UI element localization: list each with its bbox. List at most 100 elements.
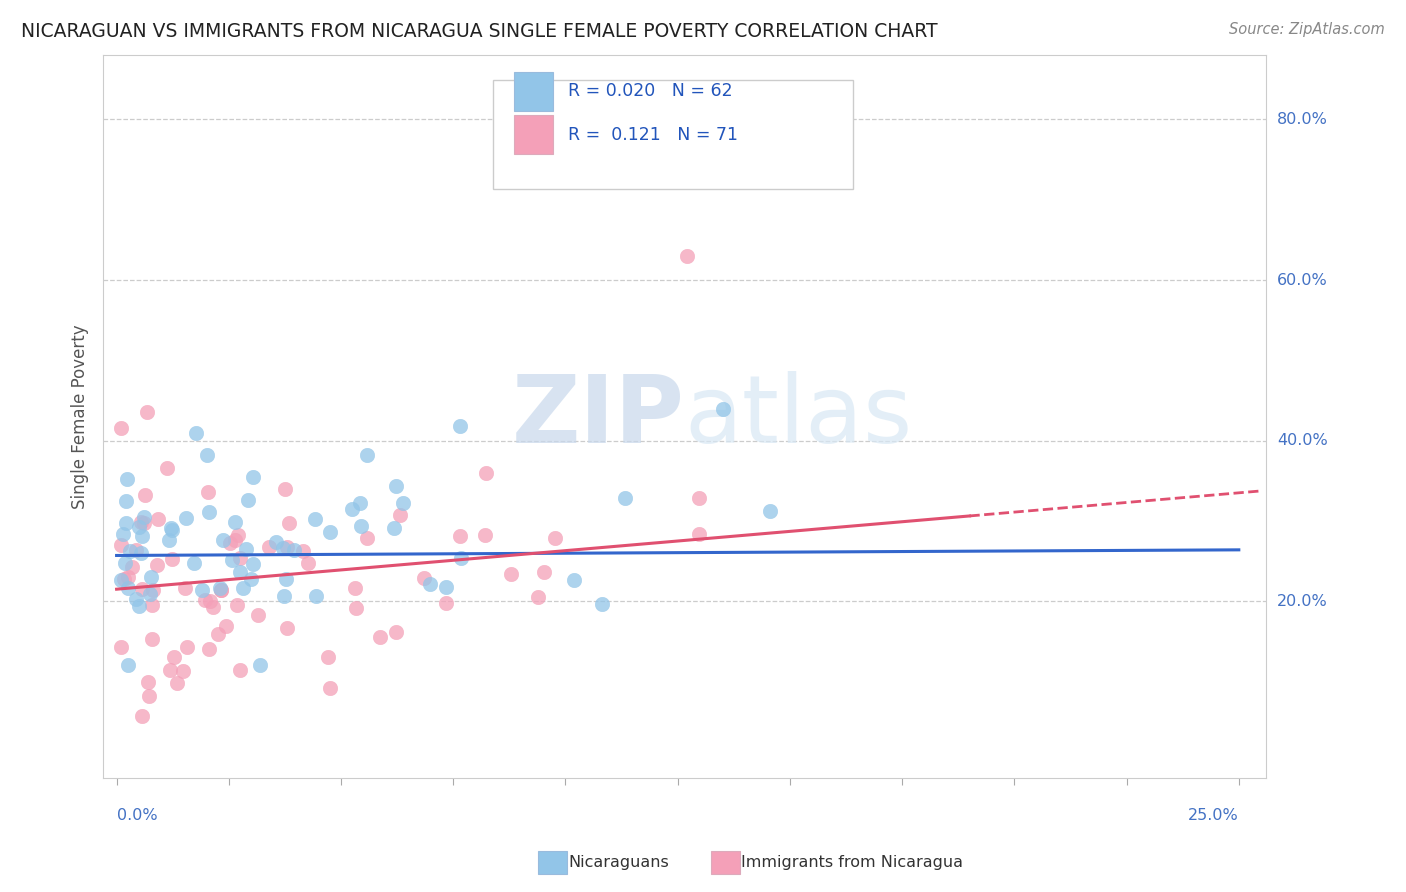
Point (368, 630, 391, 644)
Point (146, 512, 169, 526)
Point (449, 528, 471, 542)
Point (225, 599, 247, 613)
Point (166, 676, 188, 690)
Point (117, 658, 139, 673)
Point (120, 543, 142, 558)
Point (117, 570, 139, 584)
Point (200, 594, 222, 608)
Point (114, 516, 136, 530)
Point (128, 520, 150, 534)
Point (257, 540, 280, 554)
Point (419, 577, 441, 591)
Point (350, 519, 373, 533)
Point (136, 405, 159, 419)
Y-axis label: Single Female Poverty: Single Female Poverty (72, 324, 89, 508)
Point (242, 557, 264, 571)
Point (172, 664, 194, 678)
Point (128, 599, 150, 614)
Point (297, 556, 319, 570)
Text: 60.0%: 60.0% (1277, 273, 1327, 287)
Point (110, 538, 132, 552)
Point (184, 425, 207, 440)
Point (356, 449, 378, 463)
Point (276, 621, 298, 635)
Point (209, 583, 232, 598)
Point (382, 521, 405, 535)
Point (391, 496, 413, 510)
Point (232, 581, 254, 595)
Point (389, 508, 412, 523)
Text: 25.0%: 25.0% (1188, 808, 1239, 823)
Point (142, 583, 165, 598)
Point (247, 608, 270, 623)
Point (614, 491, 637, 506)
Point (209, 581, 232, 595)
Text: 0.0%: 0.0% (117, 808, 157, 823)
Text: Immigrants from Nicaragua: Immigrants from Nicaragua (741, 855, 963, 870)
Point (131, 529, 153, 543)
Point (176, 640, 198, 655)
Point (174, 510, 197, 524)
Point (110, 574, 132, 588)
Point (197, 485, 219, 500)
Text: 80.0%: 80.0% (1277, 112, 1327, 127)
Point (449, 419, 471, 434)
Point (111, 527, 134, 541)
Text: R = 0.020   N = 62: R = 0.020 N = 62 (568, 82, 733, 100)
Point (224, 533, 246, 548)
Point (229, 565, 252, 579)
Point (434, 596, 457, 610)
Point (215, 618, 238, 632)
Point (283, 543, 305, 558)
Point (132, 510, 155, 524)
Point (129, 515, 152, 529)
Point (304, 512, 326, 526)
Point (316, 649, 339, 664)
Point (356, 531, 378, 545)
Point (125, 542, 148, 557)
Point (249, 658, 271, 673)
Point (129, 546, 152, 560)
Point (305, 589, 328, 603)
Point (292, 544, 315, 558)
Point (131, 708, 153, 723)
Point (276, 540, 298, 554)
Point (235, 542, 257, 557)
Point (274, 482, 297, 496)
Point (343, 581, 366, 595)
Point (209, 582, 232, 597)
Point (114, 556, 136, 570)
Point (759, 504, 782, 518)
Point (160, 523, 183, 537)
Text: R =  0.121   N = 71: R = 0.121 N = 71 (568, 126, 738, 144)
Point (174, 581, 197, 595)
Text: 20.0%: 20.0% (1277, 594, 1327, 608)
Point (157, 533, 180, 548)
Text: ZIP: ZIP (512, 370, 685, 463)
Point (115, 493, 138, 508)
Point (271, 541, 294, 555)
Point (110, 420, 132, 434)
Point (711, 401, 734, 416)
Point (198, 505, 221, 519)
Text: Nicaraguans: Nicaraguans (568, 855, 669, 870)
Point (533, 565, 555, 579)
Point (319, 525, 342, 540)
Point (675, 249, 697, 263)
Point (125, 592, 148, 607)
FancyBboxPatch shape (513, 71, 553, 111)
Point (218, 536, 240, 550)
Point (226, 527, 249, 541)
Point (242, 470, 264, 484)
Point (183, 556, 205, 570)
Text: NICARAGUAN VS IMMIGRANTS FROM NICARAGUA SINGLE FEMALE POVERTY CORRELATION CHART: NICARAGUAN VS IMMIGRANTS FROM NICARAGUA … (21, 22, 938, 41)
Point (194, 592, 217, 607)
Point (202, 600, 225, 615)
Point (163, 649, 186, 664)
Point (139, 586, 162, 600)
Point (141, 632, 163, 646)
Point (688, 527, 710, 541)
Point (264, 535, 287, 549)
Point (117, 472, 139, 486)
Point (134, 516, 156, 530)
